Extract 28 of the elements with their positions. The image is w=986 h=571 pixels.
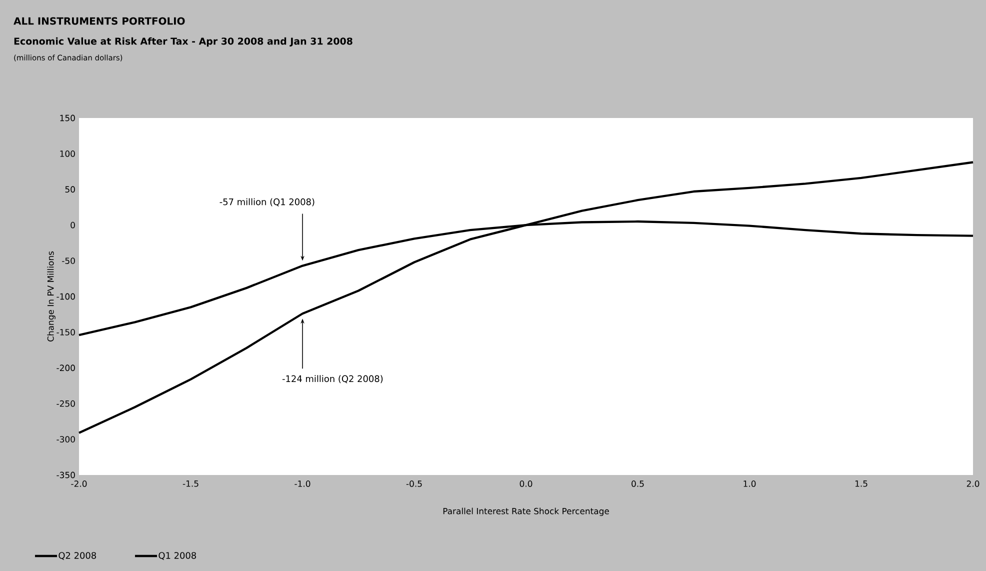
y-tick-label: -200 xyxy=(56,364,75,372)
y-tick-label: 100 xyxy=(60,150,75,157)
x-tick-label: -2.0 xyxy=(71,480,87,487)
y-tick-label: -250 xyxy=(56,400,75,407)
y-axis-title: Change In PV Millions xyxy=(47,251,56,342)
x-axis-title: Parallel Interest Rate Shock Percentage xyxy=(443,508,609,516)
x-tick-label: 1.0 xyxy=(744,480,756,487)
x-tick-label: 0.0 xyxy=(520,480,532,487)
annotation: -57 million (Q1 2008) xyxy=(220,198,314,206)
x-tick-label: -1.0 xyxy=(294,480,310,487)
chart-title: ALL INSTRUMENTS PORTFOLIO xyxy=(14,17,185,25)
legend-label: Q2 2008 xyxy=(58,552,96,560)
x-tick-label: 1.5 xyxy=(855,480,868,487)
x-tick-label: -1.5 xyxy=(182,480,198,487)
y-tick-label: 50 xyxy=(65,186,75,193)
y-tick-label: -100 xyxy=(56,293,75,300)
y-tick-label: 150 xyxy=(60,114,75,122)
y-tick-label: -350 xyxy=(56,472,75,478)
y-tick-label: -300 xyxy=(56,436,75,442)
annotation: -124 million (Q2 2008) xyxy=(282,375,383,384)
y-tick-label: -50 xyxy=(62,258,75,264)
y-tick-label: -150 xyxy=(56,328,75,336)
chart-subtitle: Economic Value at Risk After Tax - Apr 30 2008 and Jan 31 2008 xyxy=(14,37,352,47)
x-tick-label: 2.0 xyxy=(966,480,980,487)
x-tick-label: 0.5 xyxy=(632,480,644,487)
y-tick-label: 0 xyxy=(70,222,75,228)
x-tick-label: -0.5 xyxy=(406,480,422,487)
legend-label: Q1 2008 xyxy=(158,552,196,560)
